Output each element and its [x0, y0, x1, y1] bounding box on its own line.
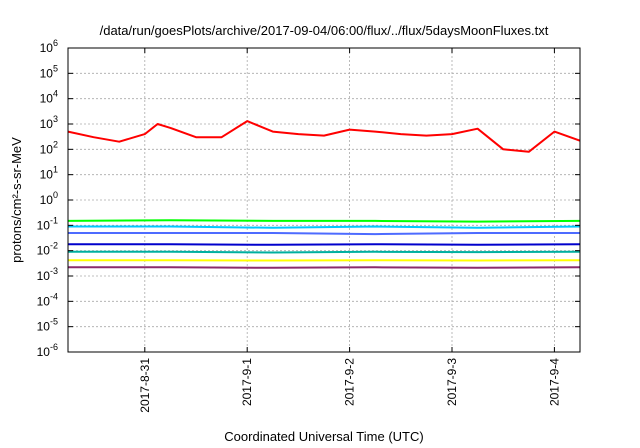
y-tick-exponent: -6 — [50, 342, 58, 352]
y-tick-exponent: -1 — [50, 215, 58, 225]
series-line-3 — [68, 225, 581, 229]
series-line-5 — [68, 243, 581, 246]
y-tick-label: 106 — [40, 38, 58, 55]
x-tick-label: 2017-9-3 — [445, 358, 459, 406]
y-tick-exponent: -4 — [50, 291, 58, 301]
y-tick-label: 105 — [40, 63, 58, 80]
series-line-1 — [67, 120, 581, 153]
y-tick-label: 10-3 — [37, 266, 58, 283]
y-tick-exponent: -2 — [50, 241, 58, 251]
series-line-6 — [68, 250, 581, 254]
series-line-2 — [67, 219, 581, 223]
y-tick-exponent: 2 — [53, 139, 58, 149]
y-tick-label: 10-2 — [37, 241, 58, 258]
y-tick-label: 100 — [40, 190, 58, 207]
x-tick-label: 2017-9-1 — [240, 358, 254, 406]
y-axis-label: protons/cm²-s-sr-MeV — [9, 137, 24, 263]
y-tick-exponent: 3 — [53, 114, 58, 124]
x-axis-label: Coordinated Universal Time (UTC) — [224, 429, 423, 444]
y-tick-label: 10-4 — [37, 291, 58, 308]
y-tick-exponent: -5 — [50, 317, 58, 327]
y-tick-exponent: -3 — [50, 266, 58, 276]
x-tick-label: 2017-8-31 — [138, 358, 152, 413]
y-tick-exponent: 0 — [53, 190, 58, 200]
y-tick-label: 104 — [40, 89, 58, 106]
series-line-4 — [68, 232, 580, 236]
y-tick-label: 10-6 — [37, 342, 58, 359]
series-line-8 — [68, 266, 581, 269]
x-tick-label: 2017-9-2 — [343, 358, 357, 406]
y-tick-label: 101 — [40, 165, 58, 182]
y-tick-exponent: 1 — [53, 165, 58, 175]
y-tick-label: 10-5 — [37, 317, 58, 334]
y-tick-exponent: 6 — [53, 38, 58, 48]
y-tick-label: 10-1 — [37, 215, 58, 232]
y-tick-exponent: 4 — [53, 89, 58, 99]
y-tick-label: 103 — [40, 114, 58, 131]
chart-title: /data/run/goesPlots/archive/2017-09-04/0… — [100, 23, 549, 38]
x-tick-label: 2017-9-4 — [547, 358, 561, 406]
y-tick-label: 102 — [40, 139, 58, 156]
y-tick-exponent: 5 — [53, 63, 58, 73]
